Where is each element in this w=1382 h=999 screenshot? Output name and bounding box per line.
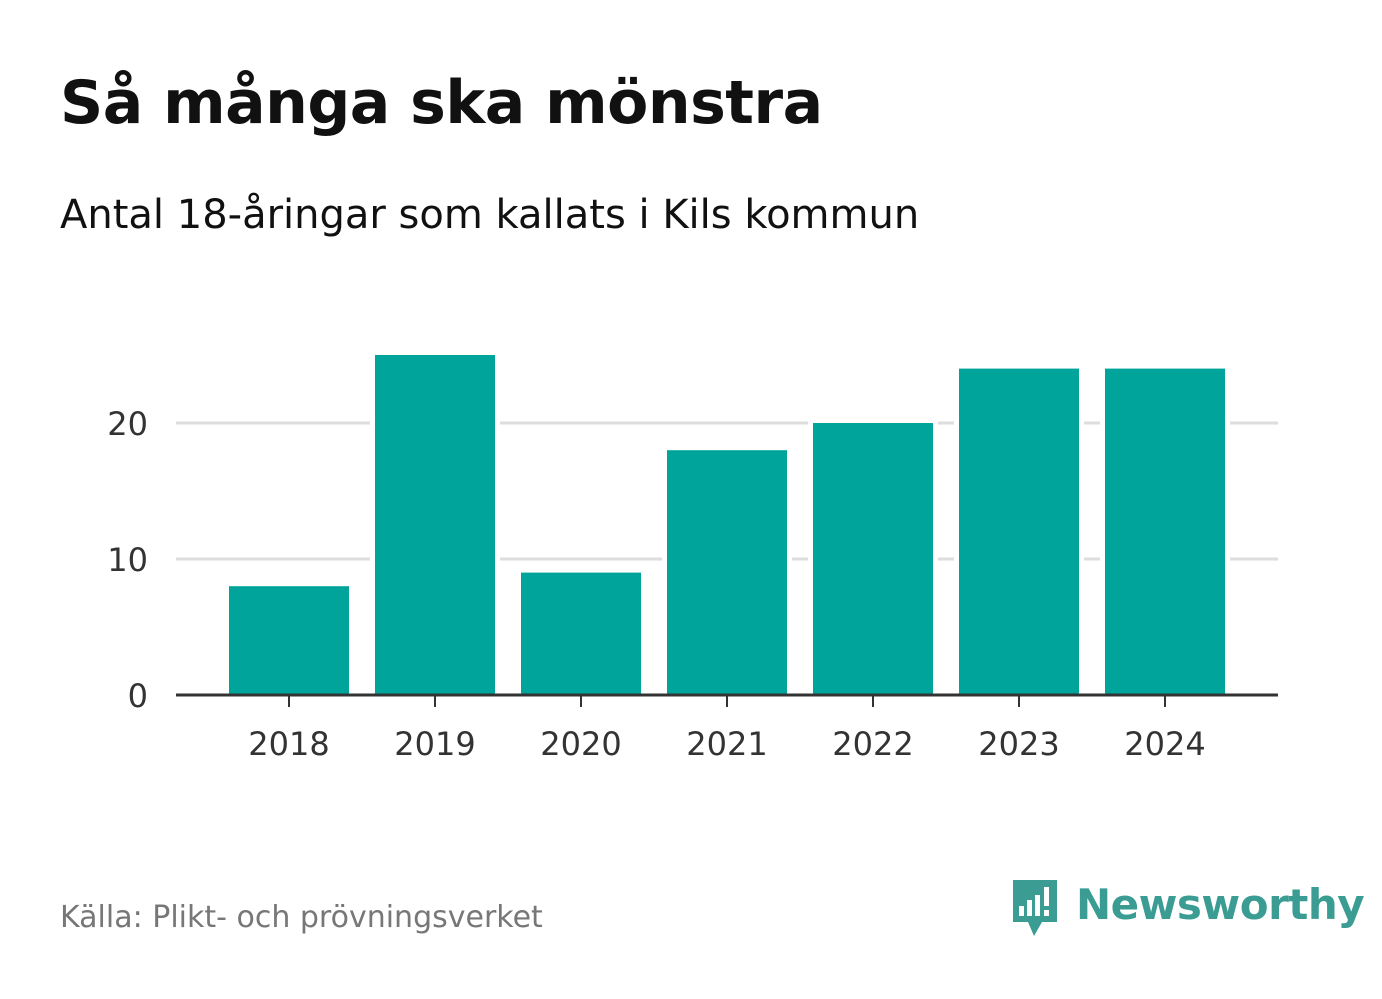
x-tick-label: 2023 [978,725,1059,763]
x-tick-label: 2021 [686,725,767,763]
x-tick-label: 2024 [1124,725,1205,763]
y-tick-label: 10 [107,541,148,579]
bar-2018 [229,586,349,695]
brand-logo: Newsworthy [1010,878,1365,940]
source-note: Källa: Plikt- och prövningsverket [60,900,543,935]
x-tick-label: 2018 [248,725,329,763]
bar-2024 [1105,368,1225,695]
chart-subtitle: Antal 18-åringar som kallats i Kils komm… [60,192,920,238]
y-tick-label: 0 [128,677,148,715]
x-tick-label: 2022 [832,725,913,763]
bar-2022 [813,423,933,695]
brand-name: Newsworthy [1076,880,1365,929]
bar-2020 [521,572,641,695]
x-tick-label: 2020 [540,725,621,763]
bar-2023 [959,368,1079,695]
chart-title: Så många ska mönstra [60,68,823,138]
x-tick-label: 2019 [394,725,475,763]
y-tick-label: 20 [107,405,148,443]
newsworthy-logo-icon [1013,880,1057,936]
bar-2019 [375,355,495,695]
bar-2021 [667,450,787,695]
